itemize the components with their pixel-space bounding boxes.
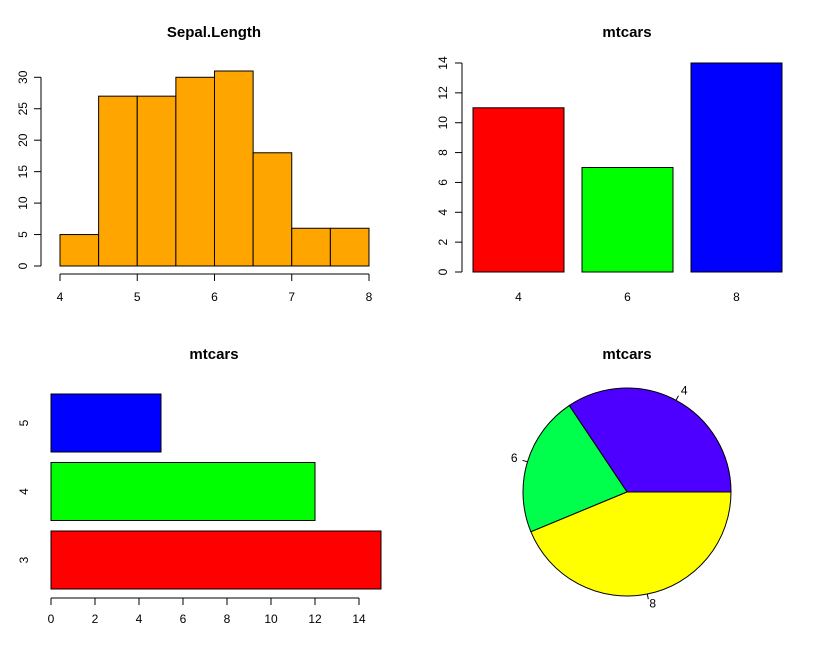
y-tick-label: 10 [436, 116, 450, 130]
bar [50, 393, 162, 453]
chart-title: Sepal.Length [167, 24, 261, 41]
x-tick-label: 14 [352, 612, 366, 626]
x-tick-label: 5 [134, 290, 141, 304]
x-tick-label: 4 [136, 612, 143, 626]
pie-label: 8 [649, 596, 656, 610]
pie-label-tick [646, 593, 649, 600]
x-tick-label: 8 [366, 290, 373, 304]
x-tick-label: 4 [515, 290, 522, 304]
histogram-bar [214, 70, 254, 267]
y-tick-label: 20 [16, 133, 30, 147]
pie-label: 6 [511, 451, 518, 465]
y-tick-label: 14 [436, 56, 450, 70]
x-tick-label: 0 [48, 612, 55, 626]
x-tick-label: 6 [624, 290, 631, 304]
y-tick-label: 4 [436, 209, 450, 216]
x-tick-label: 4 [57, 290, 64, 304]
pie-slice [530, 491, 732, 597]
y-tick-label: 12 [436, 86, 450, 100]
bar [581, 167, 674, 273]
x-tick-label: 8 [224, 612, 231, 626]
x-tick-label: 6 [211, 290, 218, 304]
pie-label: 4 [681, 383, 688, 397]
x-tick-label: 10 [264, 612, 278, 626]
y-tick-label: 25 [16, 102, 30, 116]
histogram-bar [291, 227, 331, 267]
bar [690, 62, 783, 273]
bar [50, 462, 316, 521]
x-tick-label: 2 [92, 612, 99, 626]
x-tick-label: 6 [180, 612, 187, 626]
y-tick-label: 15 [16, 165, 30, 179]
y-tick-label: 2 [436, 238, 450, 245]
histogram-bar [329, 227, 370, 267]
histogram-bar [136, 95, 177, 267]
histogram-bar [175, 76, 215, 267]
y-tick-label: 10 [16, 196, 30, 210]
y-tick-label: 30 [16, 70, 30, 84]
y-tick-label: 0 [16, 262, 30, 269]
bar [472, 107, 565, 273]
chart-title: mtcars [602, 24, 651, 41]
pie-slice [522, 404, 628, 533]
histogram-bar [98, 95, 138, 267]
histogram-bar [252, 152, 293, 267]
chart-title: mtcars [602, 346, 651, 363]
pie-label-tick [522, 459, 528, 463]
y-tick-label: 8 [436, 149, 450, 156]
x-tick-label: 12 [308, 612, 322, 626]
pie-label-tick [675, 395, 679, 401]
y-tick-label: 3 [17, 556, 31, 563]
x-tick-label: 7 [288, 290, 295, 304]
y-tick-label: 5 [17, 419, 31, 426]
x-tick-label: 8 [733, 290, 740, 304]
bar [50, 530, 382, 590]
y-tick-label: 6 [436, 179, 450, 186]
histogram-bar [59, 234, 100, 267]
y-tick-label: 4 [17, 488, 31, 495]
chart-title: mtcars [189, 346, 238, 363]
y-tick-label: 5 [16, 231, 30, 238]
y-tick-label: 0 [436, 268, 450, 275]
